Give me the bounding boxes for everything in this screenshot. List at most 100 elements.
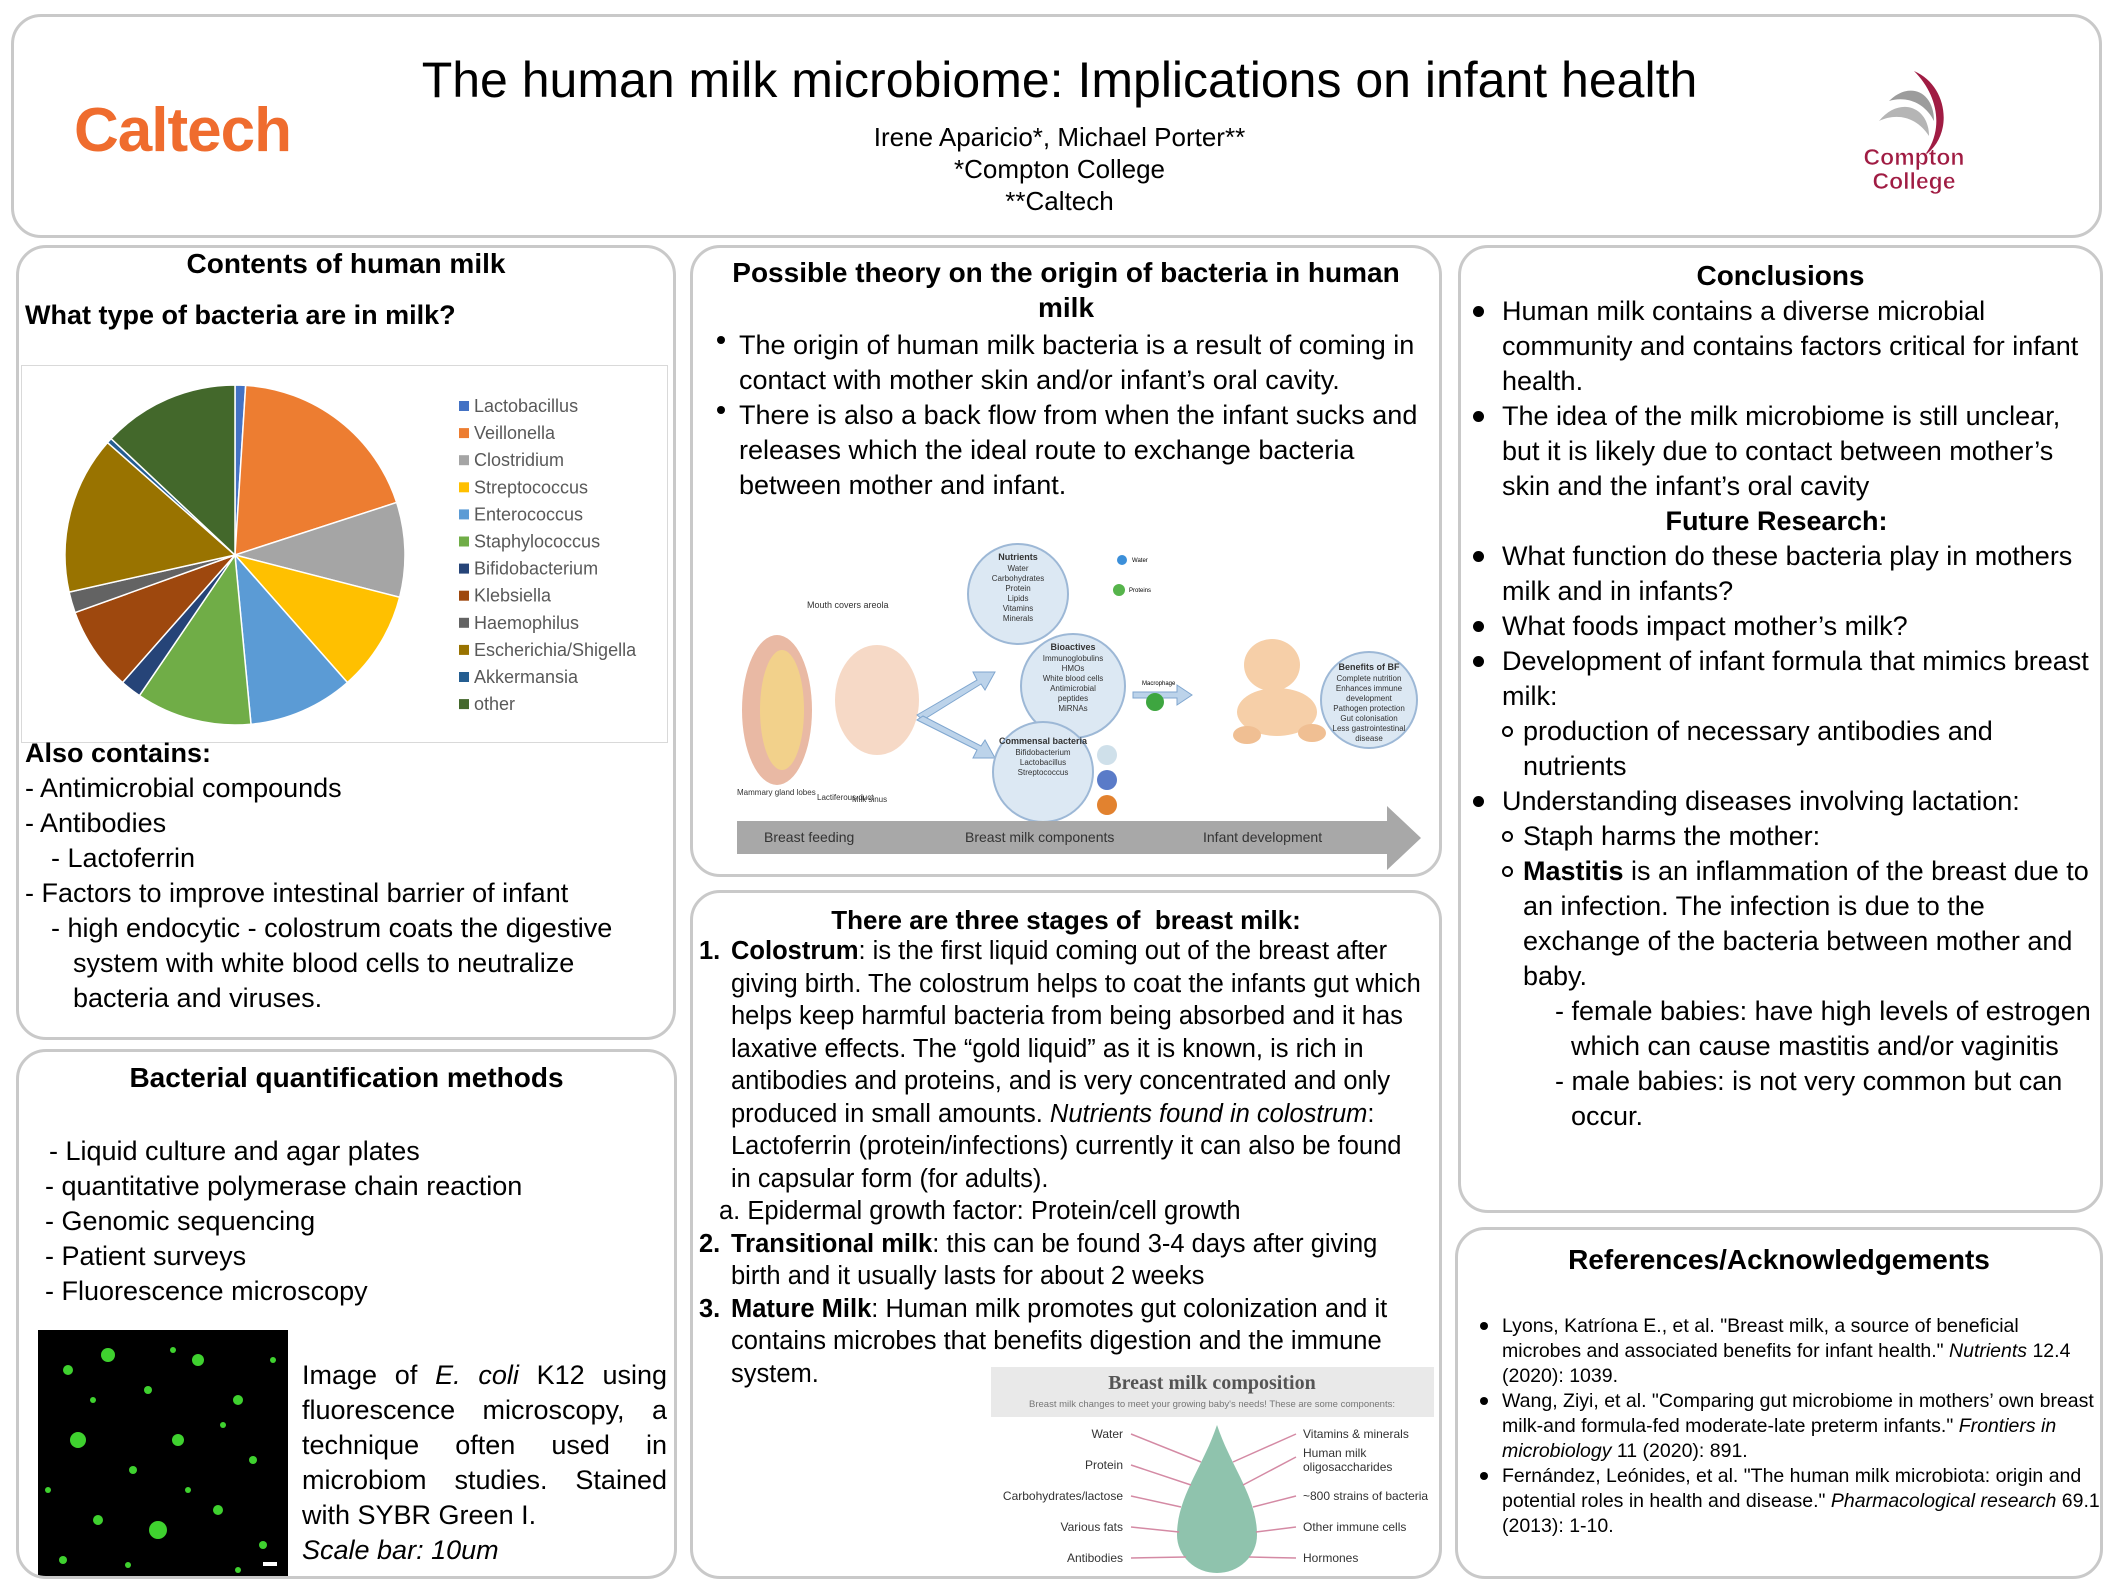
methods-list: - Liquid culture and agar plates - quant… <box>45 1134 522 1309</box>
stage-note: Nutrients found in colostrum <box>1049 1099 1368 1128</box>
icon-label: Proteins <box>1129 588 1151 594</box>
image-caption: Image of E. coli K12 using fluorescence … <box>302 1358 667 1568</box>
component-label: Antibodies <box>1067 1551 1123 1565</box>
section-heading: Possible theory on the origin of bacteri… <box>732 257 1400 323</box>
legend-swatch <box>459 509 469 520</box>
circle-item: Streptococcus <box>1018 768 1069 777</box>
composition-labels: Water Protein Carbohydrates/lactose Vari… <box>1003 1427 1428 1565</box>
anatomy-label: Lactiferous duct <box>817 793 874 802</box>
legend-swatch <box>459 536 469 547</box>
question: What type of bacteria are in milk? <box>25 300 456 330</box>
reference-list: Lyons, Katríona E., et al. "Breast milk,… <box>1480 1314 2100 1539</box>
list-item: - quantitative polymerase chain reaction <box>45 1171 523 1201</box>
circle-item: Less gastrointestinal <box>1333 724 1406 733</box>
subheading: Also contains: <box>25 738 212 768</box>
references-panel: References/Acknowledgements Lyons, Katrí… <box>1455 1227 2103 1579</box>
infant <box>1233 726 1261 744</box>
legend-label: Haemophilus <box>474 613 579 633</box>
stages-panel: There are three stages of breast milk: 1… <box>690 890 1442 1579</box>
list-item: - Antimicrobial compounds <box>25 773 342 803</box>
bacteria-icon <box>1097 795 1117 815</box>
pie-slice <box>234 384 398 557</box>
component-circles <box>967 543 1418 823</box>
stage-label: Breast milk components <box>965 829 1114 845</box>
list-item: - high endocytic - colostrum coats the d… <box>51 913 613 1013</box>
circle-item: Bifidobacterium <box>1015 748 1070 757</box>
icon-label: Water <box>1132 558 1148 564</box>
caltech-logo: Caltech <box>74 96 292 165</box>
circle-item: HMOs <box>1062 664 1085 673</box>
also-contains: Also contains: - Antimicrobial compounds… <box>25 736 665 1016</box>
stage-term: Transitional milk <box>731 1229 933 1258</box>
bullet-text: The origin of human milk bacteria is a r… <box>739 330 1415 395</box>
pie-slice <box>232 553 401 684</box>
stage-label: Breast feeding <box>764 829 854 845</box>
stage-item: 2. Transitional milk: this can be found … <box>699 1228 1421 1293</box>
legend-swatch <box>459 699 469 710</box>
component-label: Various fats <box>1061 1520 1123 1534</box>
circle-item: Protein <box>1005 584 1030 593</box>
pie-chart: Lactobacillus Veillonella Clostridium Strep… <box>21 365 668 743</box>
list-item: - Antibodies <box>25 808 167 838</box>
stage-item: 3. Mature Milk: Human milk promotes gut … <box>699 1293 1421 1391</box>
legend-swatch <box>459 563 469 574</box>
list-item: The idea of the milk microbiome is still… <box>1473 399 2092 504</box>
reference: Wang, Ziyi, et al. "Comparing gut microb… <box>1480 1389 2100 1464</box>
pie-slice <box>64 441 237 593</box>
caption-text: Image of <box>302 1360 436 1390</box>
logo-text: College <box>1872 168 1955 194</box>
circle-item: disease <box>1355 734 1383 743</box>
figure-title: Breast milk composition <box>1108 1372 1315 1394</box>
component-label: Carbohydrates/lactose <box>1003 1489 1123 1503</box>
figure-subtitle: Breast milk changes to meet your growing… <box>1029 1399 1395 1410</box>
list-item: Understanding diseases involving lactati… <box>1473 784 2092 1134</box>
bacteria-icon <box>1097 745 1117 765</box>
subheading: Future Research: <box>1665 506 1888 536</box>
microscopy-image <box>38 1330 288 1576</box>
pie-slice <box>138 552 252 726</box>
circle-item: development <box>1346 694 1393 703</box>
gland <box>760 650 804 770</box>
infant-head <box>835 645 919 755</box>
sub-sub-item: - female babies: have high levels of est… <box>1555 996 2091 1061</box>
legend-swatch <box>459 401 469 411</box>
circle-item: peptides <box>1058 694 1088 703</box>
logo-swoosh <box>1914 71 1944 156</box>
section-heading: Contents of human milk <box>186 248 506 279</box>
logo-arc <box>1879 106 1929 136</box>
ref-details: 12.4 (2020): 1039. <box>1502 1340 2071 1387</box>
list-item: - Factors to improve intestinal barrier … <box>25 878 569 908</box>
section-heading: Conclusions <box>1696 260 1865 291</box>
origin-panel: Possible theory on the origin of bacteri… <box>690 245 1442 877</box>
ref-text: Lyons, Katríona E., et al. "Breast milk,… <box>1502 1315 2019 1362</box>
infant <box>1244 639 1300 691</box>
stage-term: Mature Milk <box>731 1294 872 1323</box>
conclusions-body: Human milk contains a diverse microbial … <box>1473 294 2092 1134</box>
reference: Fernández, Leónides, et al. "The human m… <box>1480 1464 2100 1539</box>
logo-text: Compton <box>1864 144 1965 170</box>
list-item: - Fluorescence microscopy <box>45 1276 368 1306</box>
water-icon <box>1117 555 1127 565</box>
quantification-panel: Bacterial quantification methods - Liqui… <box>16 1049 677 1579</box>
image-bg <box>38 1330 288 1576</box>
bullet-text: Understanding diseases involving lactati… <box>1502 786 2020 816</box>
arrow <box>1132 684 1193 706</box>
circle-title: Benefits of BF <box>1338 662 1400 672</box>
legend-label: Clostridium <box>474 450 564 470</box>
connector-lines <box>1130 1433 1297 1559</box>
legend-label: Enterococcus <box>474 504 583 524</box>
pie-slice <box>234 552 349 726</box>
circle-item: Carbohydrates <box>992 574 1044 583</box>
component-label: Vitamins & minerals <box>1303 1427 1409 1441</box>
sub-text: is an inflammation of the breast due to … <box>1523 856 2089 991</box>
affiliation: **Caltech <box>1005 186 1114 216</box>
component-label: ~800 strains of bacteria <box>1303 1489 1428 1503</box>
bacteria-icon <box>1097 770 1117 790</box>
circle-title: Nutrients <box>998 552 1038 562</box>
circle-item: Antimicrobial <box>1050 684 1096 693</box>
icon-label: Macrophage <box>1142 681 1176 687</box>
affiliation: *Compton College <box>953 154 1165 184</box>
circle-item: Water <box>1007 564 1028 573</box>
contents-panel: Contents of human milk What type of bact… <box>16 245 676 1040</box>
